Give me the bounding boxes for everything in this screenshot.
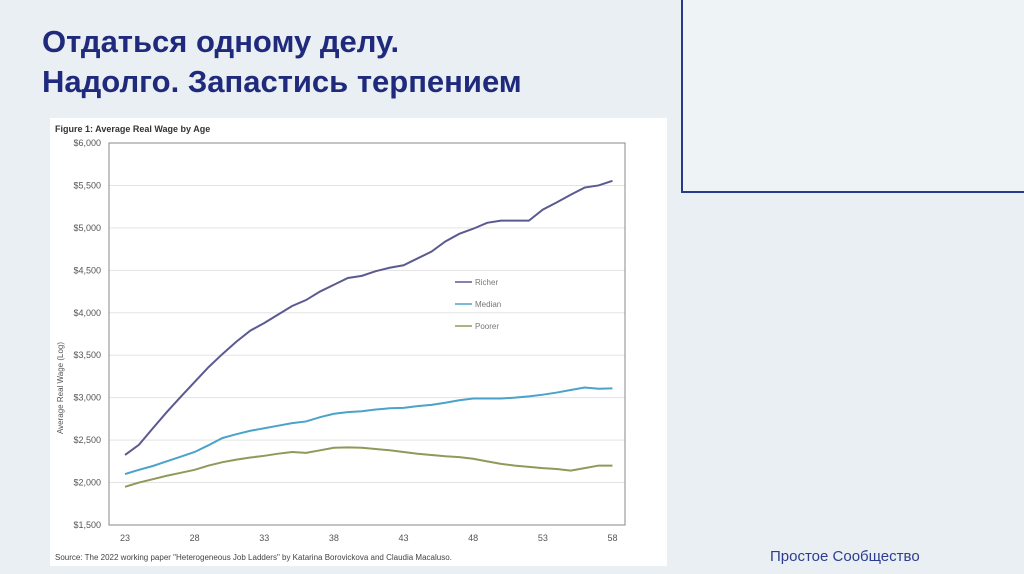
x-tick-label: 43	[399, 533, 409, 543]
x-tick-label: 28	[190, 533, 200, 543]
figure: Figure 1: Average Real Wage by Age Avera…	[50, 118, 667, 566]
series-line-poorer	[124, 446, 613, 488]
y-tick-label: $3,500	[73, 350, 101, 360]
y-tick-label: $1,500	[73, 520, 101, 530]
y-tick-label: $2,500	[73, 435, 101, 445]
x-tick-label: 33	[259, 533, 269, 543]
legend-label: Poorer	[475, 322, 499, 331]
x-tick-label: 23	[120, 533, 130, 543]
x-tick-label: 53	[538, 533, 548, 543]
empty-frame	[681, 0, 1024, 193]
x-tick-label: 58	[607, 533, 617, 543]
title-line-1: Отдаться одному делу.	[42, 24, 400, 59]
y-tick-label: $5,500	[73, 180, 101, 190]
footer-brand: Простое Сообщество	[770, 548, 920, 565]
series-line-median	[124, 386, 613, 476]
y-tick-label: $4,000	[73, 308, 101, 318]
x-tick-label: 38	[329, 533, 339, 543]
slide-title: Отдаться одному делу. Надолго. Запастись…	[42, 22, 522, 102]
y-axis-label: Average Real Wage (Log)	[56, 342, 65, 434]
legend-label: Median	[475, 300, 501, 309]
y-tick-label: $3,000	[73, 393, 101, 403]
y-tick-label: $2,000	[73, 478, 101, 488]
series-line-richer	[124, 179, 613, 456]
source-note: Source: The 2022 working paper "Heteroge…	[55, 553, 452, 562]
y-tick-label: $4,500	[73, 265, 101, 275]
x-tick-label: 48	[468, 533, 478, 543]
legend-label: Richer	[475, 278, 498, 287]
line-chart: Figure 1: Average Real Wage by Age Avera…	[55, 124, 626, 562]
plot-frame	[108, 142, 626, 526]
chart-title: Figure 1: Average Real Wage by Age	[55, 124, 210, 134]
y-tick-label: $5,000	[73, 223, 101, 233]
y-tick-label: $6,000	[73, 138, 101, 148]
title-line-2: Надолго. Запастись терпением	[42, 64, 522, 99]
